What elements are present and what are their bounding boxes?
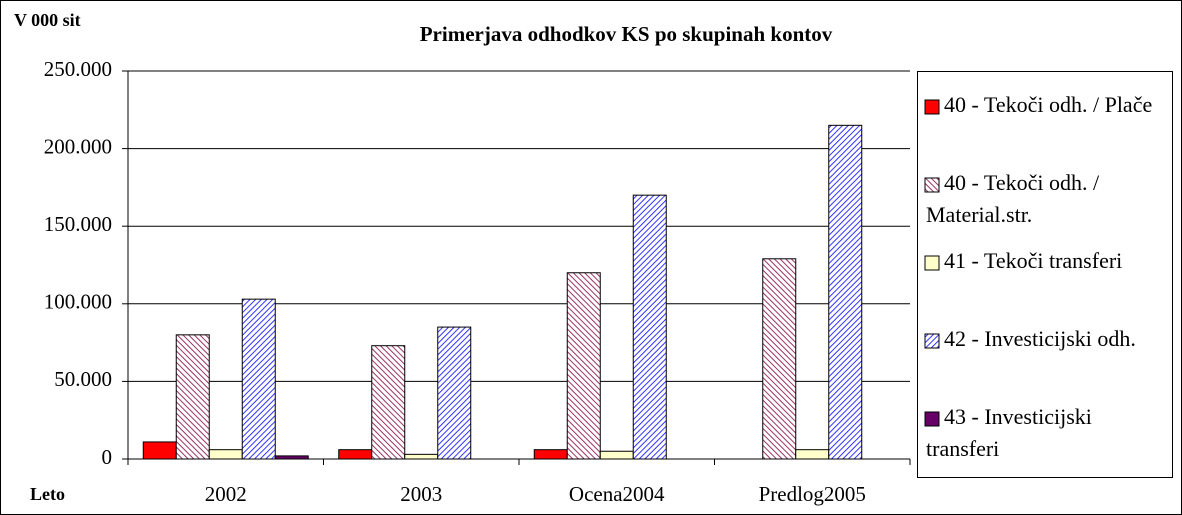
y-tick-label: 150.000 xyxy=(44,212,112,236)
legend-swatch xyxy=(924,177,940,193)
bar xyxy=(566,272,601,460)
y-tick-label: 50.000 xyxy=(54,367,112,391)
bar xyxy=(338,449,373,460)
legend-label: 41 - Tekoči transferi xyxy=(944,248,1122,273)
legend-swatch xyxy=(924,411,940,427)
bar xyxy=(274,455,309,460)
bar xyxy=(533,449,568,460)
legend-swatch xyxy=(924,255,940,271)
chart-title: Primerjava odhodkov KS po skupinah konto… xyxy=(420,22,833,46)
y-axis-label: V 000 sit xyxy=(14,10,81,30)
legend-label: 40 - Tekoči odh. / Material.str. xyxy=(926,170,1100,227)
bar xyxy=(404,453,439,460)
bar xyxy=(437,326,472,460)
bar xyxy=(241,298,276,460)
y-tick-label: 0 xyxy=(102,445,113,469)
x-axis-label: Leto xyxy=(30,484,65,504)
bar xyxy=(762,258,797,460)
legend-swatch xyxy=(924,99,940,115)
legend-box xyxy=(917,71,1173,478)
y-tick-label: 200.000 xyxy=(44,134,112,158)
bar xyxy=(828,124,863,460)
y-tick-label: 100.000 xyxy=(44,290,112,314)
bar xyxy=(175,334,210,460)
bar xyxy=(208,449,243,460)
bar xyxy=(371,345,406,460)
bar xyxy=(795,449,830,460)
bar xyxy=(632,194,667,460)
x-tick-label: Predlog2005 xyxy=(759,482,866,506)
x-tick-label: 2003 xyxy=(400,482,442,506)
legend-label: 42 - Investicijski odh. xyxy=(944,326,1136,351)
legend-label: 40 - Tekoči odh. / Plače xyxy=(944,92,1152,117)
legend-swatch xyxy=(924,333,940,349)
x-tick-label: 2002 xyxy=(205,482,247,506)
x-tick-label: Ocena2004 xyxy=(569,482,665,506)
y-tick-label: 250.000 xyxy=(44,57,112,81)
bar xyxy=(142,441,177,460)
bar xyxy=(599,450,634,460)
legend-label: 43 - Investicijski transferi xyxy=(926,404,1092,461)
